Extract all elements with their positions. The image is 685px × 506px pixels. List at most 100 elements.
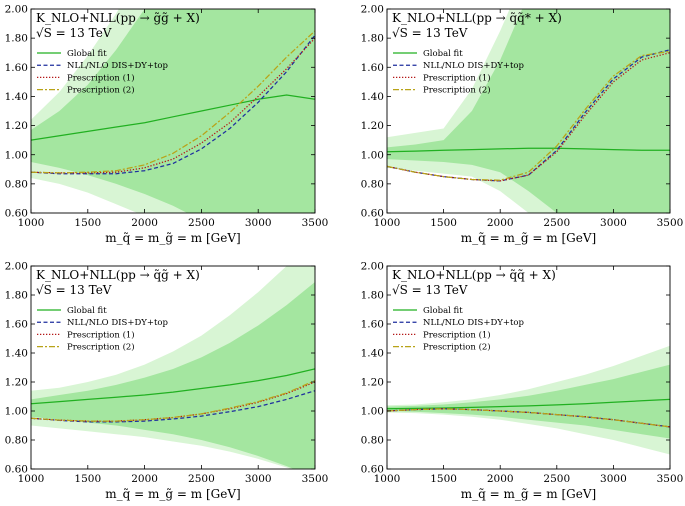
y-tick-label: 2.00 (361, 261, 384, 273)
y-tick-label: 0.80 (361, 178, 384, 190)
x-axis-label: m_q̃ = m_g̃ = m [GeV] (105, 487, 240, 501)
x-tick-label: 2500 (188, 473, 215, 485)
plot-frame (386, 8, 671, 214)
x-axis-label: m_q̃ = m_g̃ = m [GeV] (461, 231, 596, 245)
legend-label: Prescription (1) (423, 72, 491, 83)
x-tick-label: 2500 (543, 473, 570, 485)
legend-label: Prescription (1) (67, 72, 135, 83)
chart-title: K_NLO+NLL(pp → q̃g̃ + X) (36, 268, 200, 282)
chart-panel-3: 0.60 0.80 1.00 1.20 1.40 1.60 1.80 2.00 1000 1500… (5, 261, 329, 501)
y-tick-label: 1.40 (361, 91, 384, 103)
plot-frame (30, 265, 316, 470)
plot-area (31, 9, 315, 213)
y-tick-label: 1.60 (361, 62, 384, 74)
x-tick-label: 2000 (131, 473, 158, 485)
y-tick-label: 1.00 (361, 406, 384, 418)
legend-label: NLL/NLO DIS+DY+top (67, 318, 169, 328)
y-tick-label: 1.00 (5, 149, 28, 161)
series-line-1 (31, 368, 315, 405)
x-tick-label: 1500 (430, 473, 457, 485)
chart-panel-1: 0.60 0.80 1.00 1.20 1.40 1.60 1.80 2.00 1000 1500… (5, 4, 329, 245)
x-tick-label: 1000 (18, 473, 45, 485)
plot-area (387, 345, 670, 455)
legend-label: Prescription (2) (67, 342, 135, 353)
y-tick-label: 1.20 (5, 120, 28, 132)
y-tick-label: 1.00 (5, 406, 28, 418)
x-tick-label: 3000 (245, 473, 272, 485)
series-line-1 (387, 147, 670, 153)
series-line-2 (31, 34, 315, 175)
y-tick-label: 1.60 (5, 319, 28, 331)
x-tick-label: 3500 (302, 217, 329, 229)
y-tick-label: 1.80 (5, 290, 28, 302)
plot-area (31, 266, 315, 469)
chart-panel-4: 0.60 0.80 1.00 1.20 1.40 1.60 1.80 2.00 1000 1500… (361, 261, 684, 501)
legend-label: Prescription (2) (423, 342, 491, 353)
y-tick-label: 1.20 (5, 377, 28, 389)
y-tick-label: 1.40 (361, 348, 384, 360)
y-tick-label: 1.80 (5, 33, 28, 45)
legend-label: Prescription (1) (423, 329, 491, 340)
y-tick-label: 1.20 (361, 120, 384, 132)
x-tick-label: 3000 (600, 217, 627, 229)
legend-label: NLL/NLO DIS+DY+top (67, 61, 169, 71)
chart-title: K_NLO+NLL(pp → q̃q̃* + X) (392, 11, 562, 25)
x-axis-label: m_q̃ = m_g̃ = m [GeV] (461, 487, 596, 501)
y-tick-label: 0.80 (5, 178, 28, 190)
legend-label: Prescription (2) (67, 85, 135, 96)
y-tick-label: 1.80 (361, 290, 384, 302)
y-tick-label: 1.00 (361, 149, 384, 161)
x-tick-label: 2500 (188, 217, 215, 229)
x-tick-label: 1500 (430, 217, 457, 229)
y-tick-label: 0.80 (5, 435, 28, 447)
y-tick-label: 1.60 (361, 319, 384, 331)
legend-label: Prescription (2) (423, 85, 491, 96)
x-tick-label: 1000 (374, 217, 401, 229)
legend-label: NLL/NLO DIS+DY+top (423, 318, 525, 328)
x-tick-label: 3000 (245, 217, 272, 229)
x-tick-label: 2000 (131, 217, 158, 229)
y-tick-label: 1.60 (5, 62, 28, 74)
legend-label: Prescription (1) (67, 329, 135, 340)
x-tick-label: 1000 (374, 473, 401, 485)
x-axis-label: m_q̃ = m_g̃ = m [GeV] (105, 231, 240, 245)
y-tick-label: 2.00 (361, 4, 384, 16)
y-tick-label: 1.20 (361, 377, 384, 389)
y-tick-label: 1.40 (5, 91, 28, 103)
series-line-4 (387, 408, 670, 428)
y-tick-label: 0.80 (361, 435, 384, 447)
series-line-1 (387, 398, 670, 410)
y-tick-label: 1.80 (361, 33, 384, 45)
chart-title: K_NLO+NLL(pp → q̃q̃ + X) (392, 268, 556, 282)
chart-panel-2: 0.60 0.80 1.00 1.20 1.40 1.60 1.80 2.00 1000 1500… (361, 4, 684, 245)
uncertainty-band-inner (31, 9, 315, 213)
x-tick-label: 3500 (657, 473, 684, 485)
y-tick-label: 1.40 (5, 348, 28, 360)
legend-label: Global fit (67, 49, 107, 59)
series-line-1 (31, 94, 315, 141)
plot-area (387, 9, 670, 213)
x-tick-label: 2000 (487, 217, 514, 229)
legend-label: Global fit (423, 306, 463, 316)
chart-subtitle: √S = 13 TeV (392, 283, 468, 297)
x-tick-label: 1500 (74, 473, 101, 485)
legend-label: NLL/NLO DIS+DY+top (423, 61, 525, 71)
x-tick-label: 3500 (657, 217, 684, 229)
legend-label: Global fit (423, 49, 463, 59)
x-tick-label: 2000 (487, 473, 514, 485)
series-line-2 (387, 49, 670, 182)
chart-subtitle: √S = 13 TeV (36, 283, 112, 297)
x-tick-label: 1000 (18, 217, 45, 229)
plot-frame (30, 8, 316, 214)
uncertainty-band-inner (31, 281, 315, 469)
chart-subtitle: √S = 13 TeV (392, 26, 468, 40)
chart-title: K_NLO+NLL(pp → g̃g̃ + X) (36, 11, 200, 25)
x-tick-label: 3500 (302, 473, 329, 485)
y-tick-label: 0.60 (5, 208, 28, 220)
uncertainty-band-inner (387, 9, 670, 213)
